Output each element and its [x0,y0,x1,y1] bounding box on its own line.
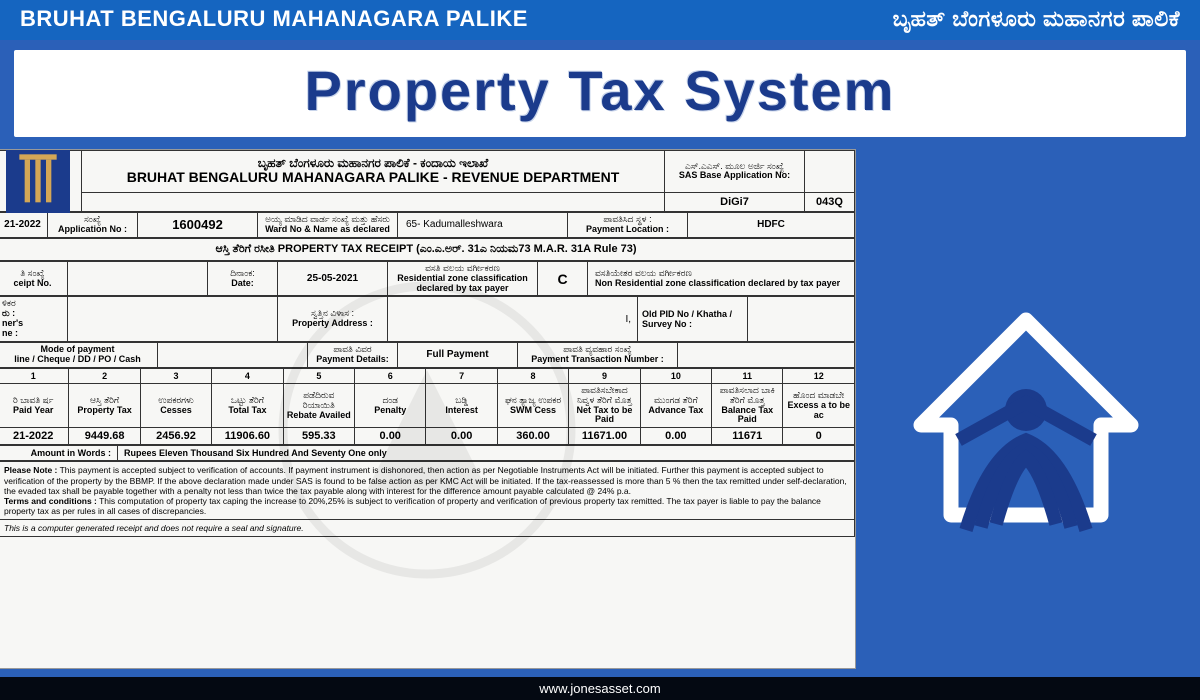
terms-text: This computation of property tax caping … [4,496,821,516]
col-header: ಒಟ್ಟು ತೆರಿಗೆTotal Tax [212,383,283,428]
computer-generated-note: This is a computer generated receipt and… [0,520,855,537]
col-num: 5 [283,368,354,383]
col-header: ಪಡೆದಿರುವ ರಿಯಾಯಿತಿRebate Availed [283,383,354,428]
system-title: Property Tax System [14,58,1186,123]
rcpt-no-en: ceipt No. [1,279,64,289]
data-cell: 11671 [712,428,783,445]
org-banner: BRUHAT BENGALURU MAHANAGARA PALIKE ಬೃಹತ್… [0,0,1200,40]
digi-value: 043Q [805,192,855,211]
col-header: ಹೊಂದ ಮಾಡಬೇExcess a to be ac [783,383,855,428]
paydet-en: Payment Details: [311,355,394,365]
col-header: ಮುಂಗಡ ತೆರಿಗೆAdvance Tax [640,383,711,428]
tax-breakdown-table: 123456789101112 ರಿ ಬಾವತಿ ರ್ಷPaid Yearಆಸ್… [0,368,855,446]
col-header: ದಂಡPenalty [355,383,426,428]
col-header: ಘನ ತ್ಯಾಜ್ಯ ಉಪಕರSWM Cess [497,383,568,428]
side-logo-panel [856,149,1196,671]
paytxn-en: Payment Transaction Number : [521,355,674,365]
amt-words-label: Amount in Words : [0,446,118,461]
data-cell: 595.33 [283,428,354,445]
house-person-icon [876,260,1176,560]
ward-value: 65- Kadumalleshwara [398,213,568,238]
data-cell: 0.00 [640,428,711,445]
nonres-zone-en: Non Residential zone classification decl… [595,279,847,289]
property-tax-receipt: ಬೃಹತ್ ಬೆಂಗಳೂರು ಮಹಾನಗರ ಪಾಲಿಕೆ - ಕಂದಾಯ ಇಲಾ… [0,149,856,669]
data-cell: 9449.68 [69,428,140,445]
sas-value [805,151,855,193]
note-text: This payment is accepted subject to veri… [4,465,847,495]
mode-sub: line / Cheque / DD / PO / Cash [1,355,154,365]
org-name-en: BRUHAT BENGALURU MAHANAGARA PALIKE [20,6,528,32]
col-num: 4 [212,368,283,383]
col-num: 7 [426,368,497,383]
sas-label-en: SAS Base Application No: [668,171,801,181]
pay-loc-en: Payment Location : [571,225,684,235]
amt-words-value: Rupees Eleven Thousand Six Hundred And S… [118,446,855,461]
owner-en3: ne : [2,329,64,339]
col-num: 9 [569,368,640,383]
col-header: ಉಪಕರಗಳುCesses [140,383,211,428]
col-num: 10 [640,368,711,383]
data-cell: 0.00 [426,428,497,445]
old-pid-value [748,297,855,342]
ward-label-en: Ward No & Name as declared [261,225,394,235]
col-num: 8 [497,368,568,383]
paytxn-value [678,343,855,368]
old-pid-label: Old PID No / Khatha / Survey No : [642,309,744,329]
bbmp-logo-cell [0,151,82,212]
org-name-kn: ಬೃಹತ್ ಬೆಂಗಳೂರು ಮಹಾನಗರ ಪಾಲಿಕೆ [893,6,1180,32]
data-cell: 2456.92 [140,428,211,445]
col-num: 3 [140,368,211,383]
date-value: 25-05-2021 [278,261,388,296]
data-cell: 11906.60 [212,428,283,445]
pay-loc-value: HDFC [688,213,855,238]
col-header: ಪಾವತಿಸಬೇಕಾದ ನಿವ್ವಳ ತೆರಿಗೆ ಮೊತ್ತNet Tax t… [569,383,640,428]
data-cell: 0 [783,428,855,445]
mode-value [158,343,308,368]
terms-label: Terms and conditions : [4,496,97,506]
data-cell: 360.00 [497,428,568,445]
bbmp-logo-icon [0,151,78,211]
data-cell: 21-2022 [0,428,69,445]
res-zone-value: C [538,261,588,296]
addr-value: I, [388,297,638,342]
footer-url-bar: www.jonesasset.com [0,677,1200,700]
col-num: 1 [0,368,69,383]
app-no-en: Application No : [51,225,134,235]
col-header: ಪಾವತಿಸಲಾದ ಬಾಕಿ ತೆರಿಗೆ ಮೊತ್ತBalance Tax P… [712,383,783,428]
paydet-value: Full Payment [398,343,518,368]
col-num: 11 [712,368,783,383]
digi-label: DiGi7 [665,192,805,211]
col-num: 6 [355,368,426,383]
receipt-title: ಆಸ್ತಿ ತೆರಿಗೆ ರಸೀತಿ PROPERTY TAX RECEIPT … [0,238,855,260]
res-zone-en: Residential zone classification declared… [391,274,534,294]
col-header: ರಿ ಬಾವತಿ ರ್ಷPaid Year [0,383,69,428]
footer-url: www.jonesasset.com [539,681,660,696]
col-header: ಬಡ್ಡಿInterest [426,383,497,428]
col-num: 12 [783,368,855,383]
addr-en: Property Address : [281,319,384,329]
note-label: Please Note : [4,465,57,475]
date-en: Date: [211,279,274,289]
data-cell: 11671.00 [569,428,640,445]
dept-header-en: BRUHAT BENGALURU MAHANAGARA PALIKE - REV… [86,170,660,185]
rcpt-no-value [68,261,208,296]
data-cell: 0.00 [355,428,426,445]
please-note: Please Note : This payment is accepted s… [0,462,855,520]
app-no-value: 1600492 [138,213,258,238]
col-num: 2 [69,368,140,383]
col-header: ಆಸ್ತಿ ತೆರಿಗೆProperty Tax [69,383,140,428]
system-title-banner: Property Tax System [14,50,1186,137]
